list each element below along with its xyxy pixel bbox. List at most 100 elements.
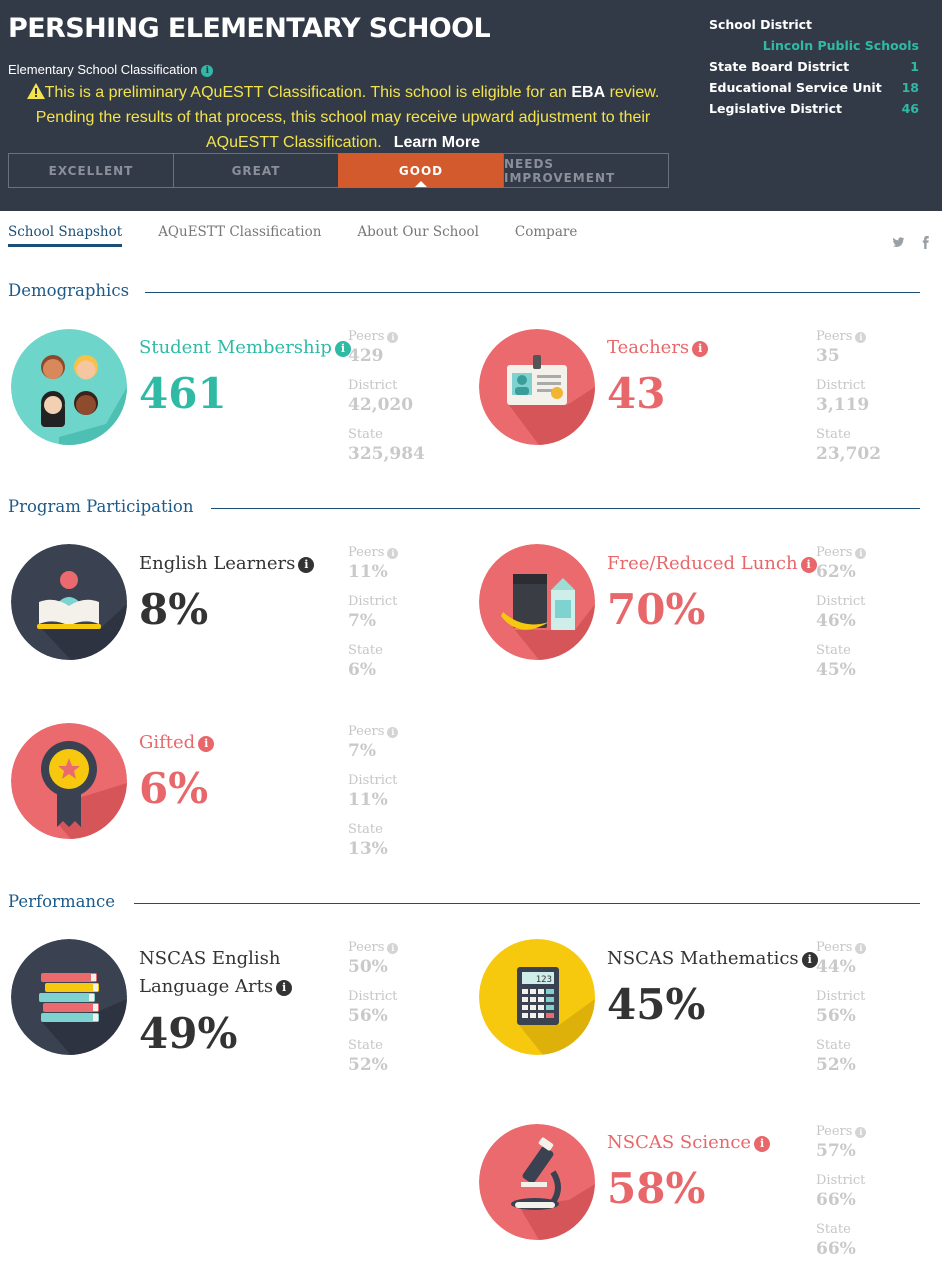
tab-school-snapshot[interactable]: School Snapshot bbox=[8, 224, 123, 247]
esu-value: 18 bbox=[901, 80, 919, 95]
district-label: District bbox=[816, 1173, 866, 1188]
info-icon[interactable]: i bbox=[800, 557, 817, 573]
section-divider bbox=[211, 508, 920, 509]
rating-excellent: EXCELLENT bbox=[8, 153, 174, 188]
tab-aquestt-classification[interactable]: AQuESTT Classification bbox=[158, 224, 322, 240]
tab-about-our-school[interactable]: About Our School bbox=[357, 224, 479, 240]
warning-icon bbox=[26, 83, 45, 99]
district-value: 3,119 bbox=[816, 395, 870, 415]
nscas-ela-circle bbox=[11, 939, 127, 1055]
info-icon[interactable]: i bbox=[754, 1136, 771, 1152]
nscas-math-circle: 123 bbox=[479, 939, 595, 1055]
section-title-program-participation: Program Participation bbox=[8, 497, 194, 516]
info-icon[interactable]: i bbox=[855, 1127, 867, 1138]
esu-row: Educational Service Unit 18 bbox=[709, 77, 919, 98]
gifted-title: Gifted i bbox=[139, 729, 215, 757]
peers-label: Peers i bbox=[816, 939, 926, 956]
esu-label: Educational Service Unit bbox=[709, 80, 882, 95]
state-board-row: State Board District 1 bbox=[709, 56, 919, 77]
rating-needs-improvement: NEEDS IMPROVEMENT bbox=[503, 153, 669, 188]
nscas-ela-comparison: Peers i 50% District 56% State 52% bbox=[348, 939, 458, 1086]
info-icon[interactable]: i bbox=[198, 736, 215, 752]
tab-compare[interactable]: Compare bbox=[514, 224, 578, 240]
peers-label: Peers i bbox=[348, 544, 458, 561]
gifted-comparison: Peers i 7% District 11% State 13% bbox=[348, 723, 458, 870]
info-icon[interactable]: i bbox=[387, 727, 399, 738]
info-icon[interactable]: i bbox=[387, 548, 399, 559]
learn-more-link[interactable]: Learn More bbox=[393, 134, 480, 151]
nscas-math-title: NSCAS Mathematics i bbox=[607, 945, 818, 973]
state-value: 66% bbox=[816, 1239, 856, 1259]
teachers-title-text: Teachers bbox=[607, 337, 690, 358]
state-value: 23,702 bbox=[816, 444, 882, 464]
calculator-icon: 123 bbox=[479, 939, 595, 1055]
district-label: District bbox=[348, 378, 398, 393]
district-label: District bbox=[816, 989, 866, 1004]
state-label: State bbox=[348, 643, 383, 658]
eba-notice: This is a preliminary AQuESTT Classifica… bbox=[8, 80, 678, 155]
peers-label-text: Peers bbox=[816, 545, 853, 560]
nscas-ela-value: 49% bbox=[139, 1009, 238, 1058]
id-badge-icon bbox=[479, 329, 595, 445]
state-value: 325,984 bbox=[348, 444, 425, 464]
peers-label-text: Peers bbox=[348, 329, 385, 344]
info-icon[interactable]: i bbox=[298, 557, 315, 573]
twitter-icon[interactable] bbox=[892, 236, 905, 249]
info-icon[interactable]: i bbox=[855, 943, 867, 954]
state-board-value: 1 bbox=[910, 59, 919, 74]
nscas-science-title-text: NSCAS Science bbox=[607, 1132, 752, 1153]
english-learners-value: 8% bbox=[139, 585, 209, 634]
info-icon[interactable]: i bbox=[692, 341, 709, 357]
gifted-value: 6% bbox=[139, 764, 209, 813]
header: PERSHING ELEMENTARY SCHOOL Elementary Sc… bbox=[0, 0, 942, 211]
english-learners-circle bbox=[11, 544, 127, 660]
state-label: State bbox=[816, 427, 851, 442]
facebook-icon[interactable] bbox=[919, 236, 932, 249]
state-value: 52% bbox=[348, 1055, 388, 1075]
info-icon[interactable]: i bbox=[276, 980, 293, 996]
gifted-circle bbox=[11, 723, 127, 839]
english-learners-title-text: English Learners bbox=[139, 553, 296, 574]
rating-great: GREAT bbox=[173, 153, 339, 188]
info-icon[interactable]: i bbox=[801, 952, 818, 968]
peers-value: 62% bbox=[816, 562, 856, 582]
nscas-ela-title-line2-wrap: Language Arts i bbox=[139, 973, 293, 1001]
info-icon[interactable]: i bbox=[334, 341, 351, 357]
info-icon[interactable]: i bbox=[855, 548, 867, 559]
nscas-math-title-text: NSCAS Mathematics bbox=[607, 948, 799, 969]
district-value: 56% bbox=[348, 1006, 388, 1026]
nscas-science-comparison: Peers i 57% District 66% State 66% bbox=[816, 1123, 926, 1270]
peers-value: 57% bbox=[816, 1141, 856, 1161]
peers-label: Peers i bbox=[348, 328, 458, 345]
school-district-value: Lincoln Public Schools bbox=[762, 38, 919, 53]
nscas-science-value: 58% bbox=[607, 1164, 706, 1213]
state-label: State bbox=[348, 427, 383, 442]
peers-label-text: Peers bbox=[348, 545, 385, 560]
school-district-row: School District bbox=[709, 14, 919, 35]
state-label: State bbox=[348, 1038, 383, 1053]
english-learners-title: English Learners i bbox=[139, 550, 315, 578]
district-info: School District Lincoln Public Schools S… bbox=[709, 14, 919, 119]
info-icon[interactable]: i bbox=[387, 332, 399, 343]
school-name: PERSHING ELEMENTARY SCHOOL bbox=[8, 13, 491, 44]
state-value: 6% bbox=[348, 660, 376, 680]
district-label: District bbox=[348, 773, 398, 788]
teachers-comparison: Peers i 35 District 3,119 State 23,702 bbox=[816, 328, 926, 475]
nscas-science-circle bbox=[479, 1124, 595, 1240]
info-icon[interactable]: i bbox=[387, 943, 399, 954]
info-icon[interactable]: i bbox=[855, 332, 867, 343]
teachers-value: 43 bbox=[607, 369, 666, 418]
state-label: State bbox=[816, 1222, 851, 1237]
microscope-icon bbox=[479, 1124, 595, 1240]
district-value: 46% bbox=[816, 611, 856, 631]
teachers-circle bbox=[479, 329, 595, 445]
student-membership-value: 461 bbox=[139, 369, 227, 418]
nscas-science-title: NSCAS Science i bbox=[607, 1129, 771, 1157]
district-value: 42,020 bbox=[348, 395, 414, 415]
info-icon[interactable]: i bbox=[201, 64, 214, 77]
free-reduced-lunch-comparison: Peers i 62% District 46% State 45% bbox=[816, 544, 926, 691]
peers-label-text: Peers bbox=[348, 940, 385, 955]
open-book-icon bbox=[11, 544, 127, 660]
nscas-ela-title: NSCAS English Language Arts i bbox=[139, 945, 293, 1001]
gifted-title-text: Gifted bbox=[139, 732, 196, 753]
